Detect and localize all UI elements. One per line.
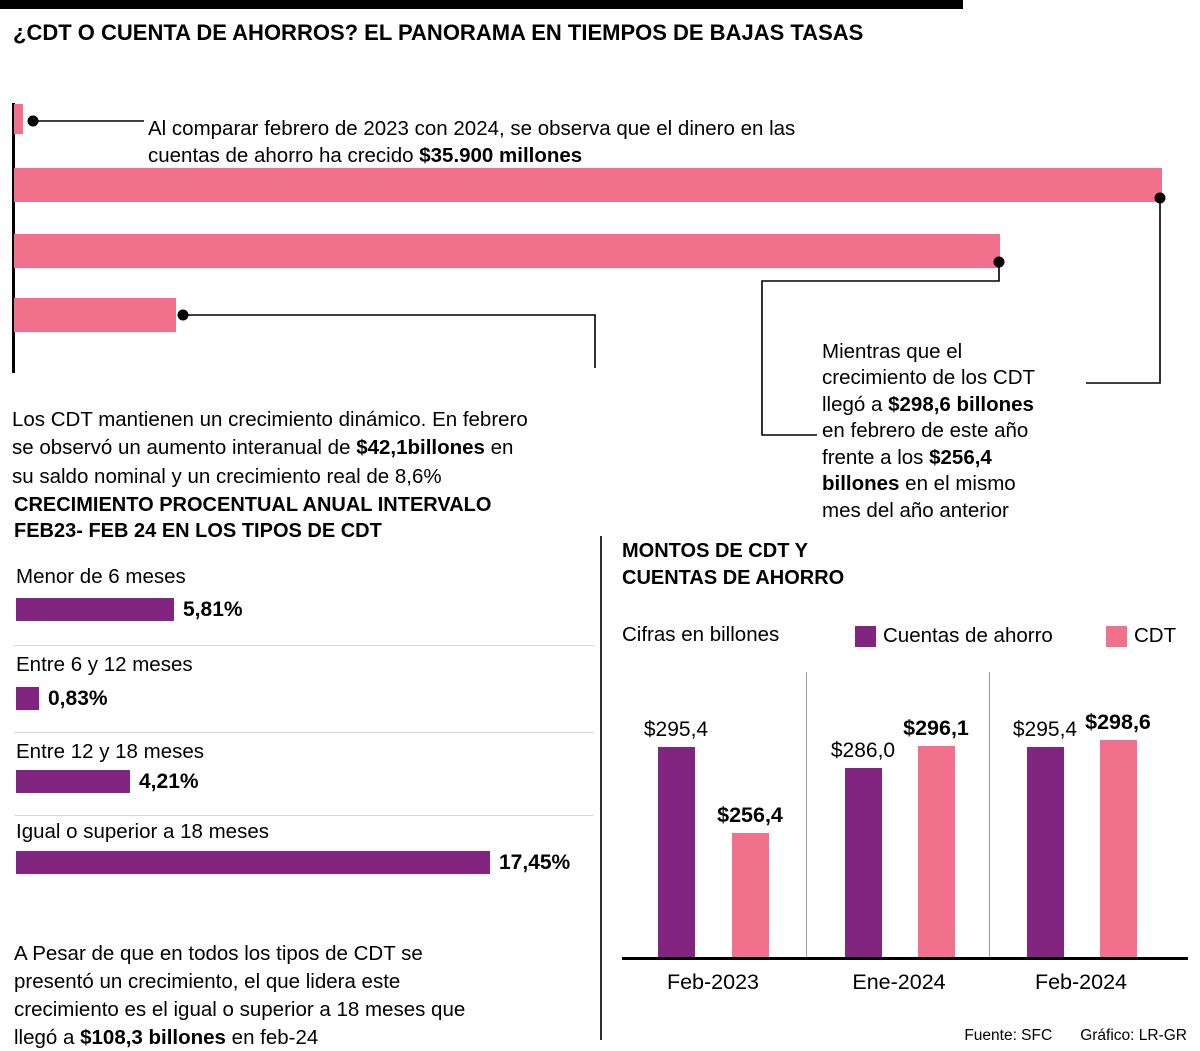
annotation-cdt-montos: Mientras que el crecimiento de los CDT l… xyxy=(822,312,1090,524)
top-bar-cdt-crecimiento xyxy=(14,298,176,332)
x-axis-label-ene2024: Ene-2024 xyxy=(824,970,974,995)
x-axis-line xyxy=(622,957,1188,960)
left-chart-row-1: 5,81% xyxy=(16,598,243,621)
column-ahorro-ene2024: $286,0 xyxy=(825,687,901,957)
bar-cdt-feb2023 xyxy=(732,833,769,957)
leader-line-cdt-2024 xyxy=(1086,203,1160,383)
left-chart-bar-1 xyxy=(16,598,174,621)
annotation-ahorro-value: $35.900 millones xyxy=(419,144,582,167)
x-axis-label-feb2023: Feb-2023 xyxy=(638,970,788,995)
group-separator xyxy=(806,672,807,957)
left-chart-category-4: Igual o superior a 18 meses xyxy=(16,820,269,844)
legend-label-ahorro: Cuentas de ahorro xyxy=(883,624,1053,648)
bar-value-ahorro-ene2024: $286,0 xyxy=(831,739,895,763)
legend-label-cdt: CDT xyxy=(1134,624,1176,648)
legend-swatch-ahorro xyxy=(855,626,876,647)
annotation-conclusion: A Pesar de que en todos los tipos de CDT… xyxy=(14,912,584,1051)
left-chart-row-3: 4,21% xyxy=(16,770,199,793)
left-chart-category-3: Entre 12 y 18 meses xyxy=(16,740,204,764)
leader-dot-ahorro xyxy=(28,116,39,127)
annotation-cdt-crecimiento: Los CDT mantienen un crecimiento dinámic… xyxy=(12,377,622,491)
x-axis-label-feb2024: Feb-2024 xyxy=(1006,970,1156,995)
left-chart-row-4: 17,45% xyxy=(16,851,570,874)
row-separator xyxy=(14,815,594,816)
bar-value-ahorro-feb2023: $295,4 xyxy=(644,718,708,742)
page-title: ¿CDT O CUENTA DE AHORROS? EL PANORAMA EN… xyxy=(13,20,863,46)
left-chart-row-2: 0,83% xyxy=(16,687,108,710)
legend-swatch-cdt xyxy=(1106,626,1127,647)
column-ahorro-feb2024: $295,4 xyxy=(1007,687,1083,957)
annotation-conclusion-text2: en feb-24 xyxy=(226,1026,318,1049)
bar-ahorro-feb2024 xyxy=(1027,747,1064,957)
leader-dot-cdt-crecimiento xyxy=(178,310,189,321)
left-chart-category-1: Menor de 6 meses xyxy=(16,565,186,589)
left-chart-category-2: Entre 6 y 12 meses xyxy=(16,653,193,677)
left-chart-bar-3 xyxy=(16,770,130,793)
legend-item-ahorro: Cuentas de ahorro xyxy=(855,624,1053,648)
section-divider xyxy=(600,536,602,1040)
bar-ahorro-feb2023 xyxy=(658,747,695,957)
footer-source: Fuente: SFC xyxy=(964,1027,1052,1045)
footer-credit: Gráfico: LR-GR xyxy=(1080,1027,1187,1045)
legend-item-cdt: CDT xyxy=(1106,624,1176,648)
top-bar-cdt-feb-2023 xyxy=(14,234,1000,268)
left-chart-value-1: 5,81% xyxy=(183,598,243,622)
column-ahorro-feb2023: $295,4 xyxy=(638,687,714,957)
left-chart-value-4: 17,45% xyxy=(499,851,570,875)
left-chart-value-2: 0,83% xyxy=(48,687,108,711)
row-separator xyxy=(14,645,594,646)
annotation-cdt-crecimiento-value: $42,1billones xyxy=(356,436,485,459)
left-chart-bar-4 xyxy=(16,851,490,874)
right-chart-subtitle: Cifras en billones xyxy=(622,623,779,647)
column-cdt-feb2023: $256,4 xyxy=(712,687,788,957)
footer: Fuente: SFC Gráfico: LR-GR xyxy=(964,1027,1187,1045)
bar-value-cdt-feb2024: $298,6 xyxy=(1085,710,1151,735)
column-cdt-ene2024: $296,1 xyxy=(898,687,974,957)
bar-value-cdt-ene2024: $296,1 xyxy=(903,716,969,741)
row-separator xyxy=(14,732,594,733)
top-bar-ahorro-crecimiento xyxy=(14,104,23,134)
bar-value-ahorro-feb2024: $295,4 xyxy=(1013,718,1077,742)
annotation-ahorro: Al comparar febrero de 2023 con 2024, se… xyxy=(148,88,908,169)
bar-ahorro-ene2024 xyxy=(845,768,882,957)
top-rule xyxy=(0,0,963,9)
top-bar-cdt-feb-2024 xyxy=(14,168,1162,202)
right-chart-title: MONTOS DE CDT Y CUENTAS DE AHORRO xyxy=(622,538,912,591)
bar-value-cdt-feb2023: $256,4 xyxy=(717,803,783,828)
annotation-cdt-montos-value1: $298,6 billones xyxy=(888,393,1034,416)
annotation-cdt-montos-text2: en febrero de este año frente a los xyxy=(822,419,1028,469)
bar-cdt-ene2024 xyxy=(918,746,955,957)
left-chart-bar-2 xyxy=(16,687,39,710)
column-cdt-feb2024: $298,6 xyxy=(1080,687,1156,957)
left-chart-title: CRECIMIENTO PROCENTUAL ANUAL INTERVALO F… xyxy=(14,492,574,544)
leader-line-cdt-crecimiento xyxy=(188,315,595,368)
group-separator xyxy=(989,672,990,957)
annotation-conclusion-value: $108,3 billones xyxy=(80,1026,226,1049)
bar-cdt-feb2024 xyxy=(1100,740,1137,957)
infographic-root: ¿CDT O CUENTA DE AHORROS? EL PANORAMA EN… xyxy=(0,0,1200,1051)
left-chart-value-3: 4,21% xyxy=(139,770,199,794)
